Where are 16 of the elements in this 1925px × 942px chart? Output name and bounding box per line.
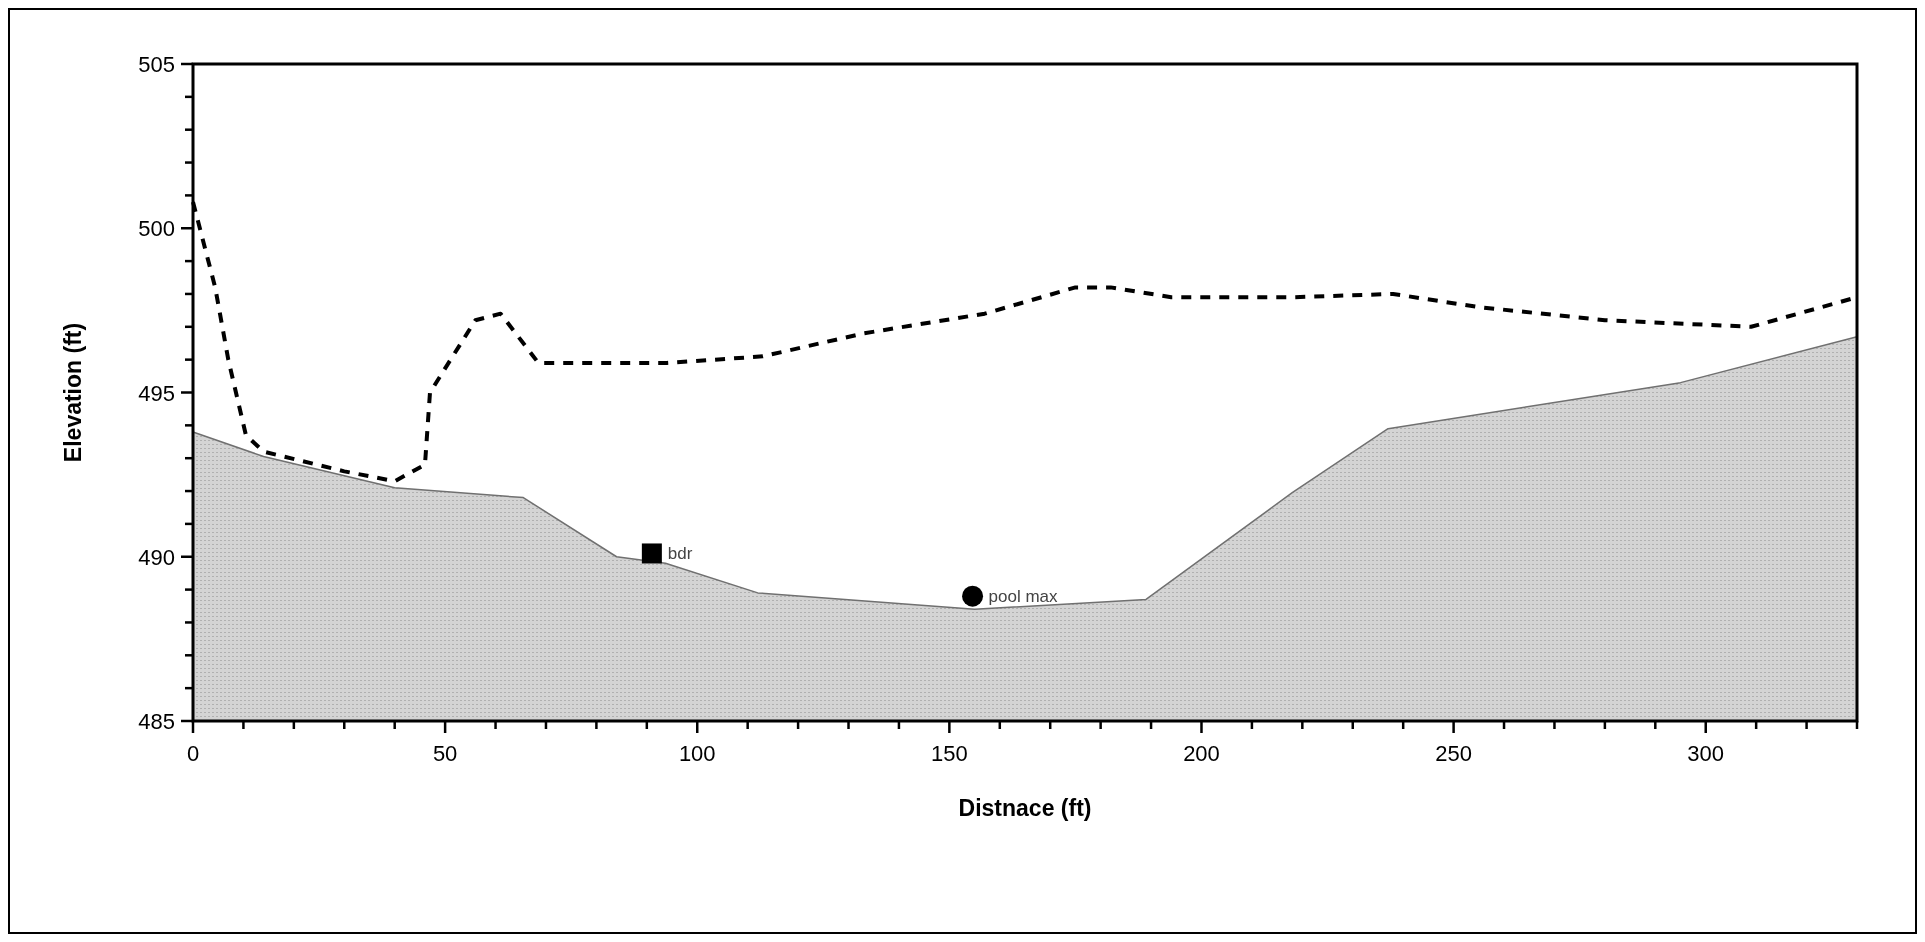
y-tick-label: 495 xyxy=(138,380,175,406)
x-axis-title: Distnace (ft) xyxy=(958,795,1092,821)
x-tick-label: 200 xyxy=(1183,741,1220,766)
y-axis-title: Elevation (ft) xyxy=(60,322,86,463)
x-tick-label: 300 xyxy=(1687,741,1725,766)
y-tick-label: 500 xyxy=(138,216,175,242)
y-tick-label: 485 xyxy=(138,709,175,734)
x-tick-label: 100 xyxy=(678,741,716,766)
x-tick-label: 250 xyxy=(1435,741,1472,766)
y-tick-label: 490 xyxy=(138,544,175,570)
x-tick-label: 150 xyxy=(931,741,968,766)
x-tick-label: 0 xyxy=(186,741,200,766)
y-tick-label: 505 xyxy=(138,52,175,77)
series-label: pool max xyxy=(988,587,1059,607)
series-label: bdr xyxy=(667,544,693,564)
x-tick-label: 50 xyxy=(432,741,458,766)
